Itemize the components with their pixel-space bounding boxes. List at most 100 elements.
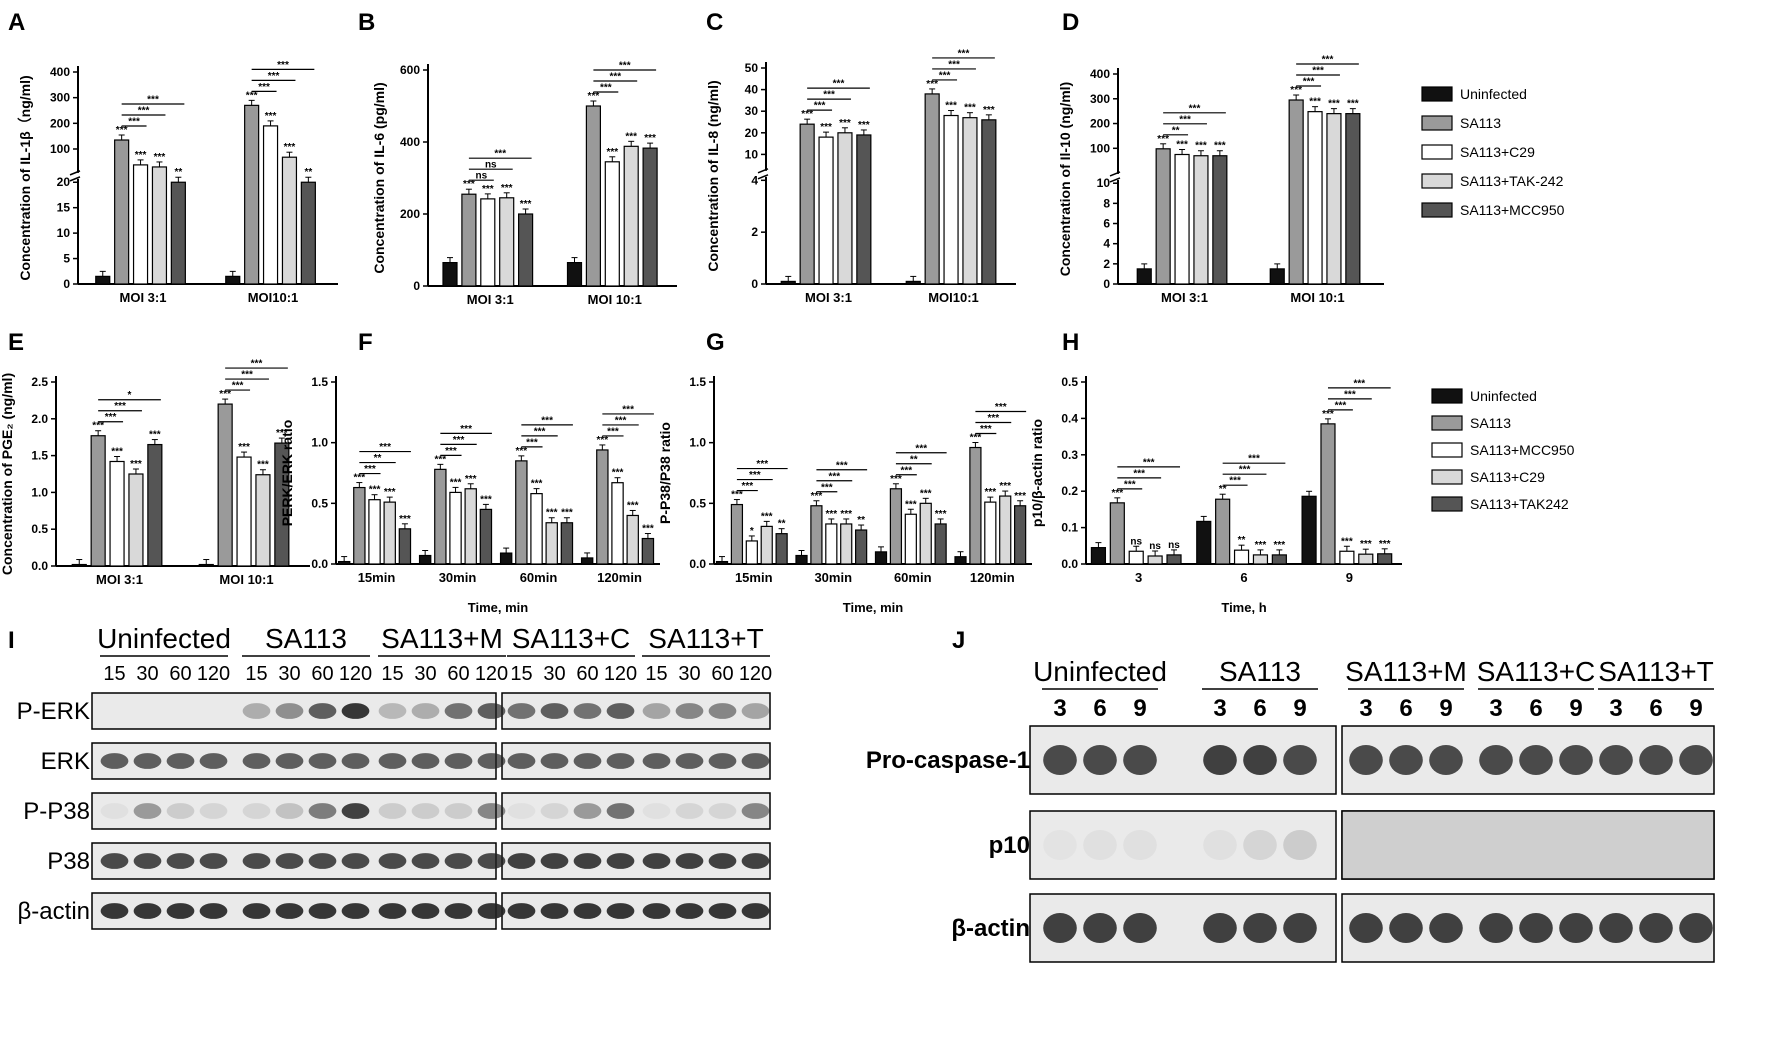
protein-band xyxy=(242,853,271,869)
bar xyxy=(109,460,125,567)
bar xyxy=(825,523,838,565)
bar xyxy=(480,198,496,287)
bracket-label: *** xyxy=(251,359,263,370)
protein-band xyxy=(675,703,704,719)
bar xyxy=(560,522,574,565)
y-tick-label: 5 xyxy=(63,252,70,266)
lane-label: 60 xyxy=(311,663,333,685)
lane-label: 30 xyxy=(278,663,300,685)
bar xyxy=(132,164,149,285)
significance-label: *** xyxy=(354,473,366,484)
y-tick-label: 400 xyxy=(50,65,70,79)
bar xyxy=(642,147,658,287)
significance-label: *** xyxy=(970,433,982,444)
protein-band xyxy=(100,903,129,919)
panel-letter: C xyxy=(706,9,723,36)
panel-letter: J xyxy=(952,627,965,654)
protein-band xyxy=(642,803,671,819)
significance-label: *** xyxy=(246,90,258,101)
protein-band xyxy=(378,903,407,919)
bar xyxy=(1345,113,1361,285)
lane-label: 6 xyxy=(1529,695,1542,722)
protein-band xyxy=(1519,745,1553,775)
y-tick-label: 100 xyxy=(1090,141,1110,155)
protein-band xyxy=(444,903,473,919)
protein-band xyxy=(741,853,770,869)
protein-band xyxy=(1679,745,1713,775)
lane-label: 6 xyxy=(1399,695,1412,722)
lane-label: 30 xyxy=(414,663,436,685)
bar xyxy=(818,136,834,285)
y-tick-label: 1.5 xyxy=(311,375,328,389)
bar xyxy=(1193,155,1209,285)
significance-label: *** xyxy=(811,491,823,502)
significance-label: ns xyxy=(1149,541,1161,552)
y-tick-label: 2.0 xyxy=(31,412,48,426)
y-tick-label: 2 xyxy=(1103,257,1110,271)
bar xyxy=(984,501,997,565)
bar xyxy=(217,403,233,567)
y-tick-label: 40 xyxy=(745,83,759,97)
significance-label: *** xyxy=(1255,540,1267,551)
bracket-label: *** xyxy=(1335,400,1347,411)
y-tick-label: 400 xyxy=(1090,67,1110,81)
protein-band xyxy=(378,703,407,719)
x-tick-label: 30min xyxy=(439,570,477,585)
x-tick-label: 15min xyxy=(358,570,396,585)
protein-band xyxy=(507,753,536,769)
y-tick-label: 1.0 xyxy=(689,436,706,450)
protein-band xyxy=(1123,913,1157,943)
y-tick-label: 0.0 xyxy=(31,559,48,573)
bar xyxy=(962,117,978,285)
protein-band xyxy=(606,903,635,919)
bar xyxy=(128,473,144,567)
axis-break-gap xyxy=(758,170,774,177)
protein-band xyxy=(1679,913,1713,943)
x-tick-label: 6 xyxy=(1240,570,1247,585)
bracket-label: *** xyxy=(1322,55,1334,66)
bracket-label: *** xyxy=(453,435,465,446)
significance-label: *** xyxy=(1290,85,1302,96)
y-tick-label: 0.0 xyxy=(689,557,706,571)
y-tick-label: 0.5 xyxy=(311,496,328,510)
legend-swatch xyxy=(1431,496,1463,512)
protein-band xyxy=(1083,830,1117,860)
panel-letter: B xyxy=(358,9,375,36)
legend-swatch xyxy=(1421,86,1453,102)
significance-label: *** xyxy=(480,494,492,505)
protein-band xyxy=(606,703,635,719)
blot-group-label: SA113+T xyxy=(1598,656,1713,687)
y-tick-label: 20 xyxy=(57,175,71,189)
significance-label: *** xyxy=(135,150,147,161)
protein-band xyxy=(1243,913,1277,943)
bar xyxy=(943,114,959,285)
significance-label: *** xyxy=(384,487,396,498)
bar xyxy=(236,456,252,567)
lane-label: 30 xyxy=(136,663,158,685)
protein-band xyxy=(341,853,370,869)
bracket-label: *** xyxy=(828,471,840,482)
significance-label: *** xyxy=(644,133,656,144)
bracket-label: ** xyxy=(374,453,382,464)
y-tick-label: 400 xyxy=(400,135,420,149)
significance-label: *** xyxy=(238,442,250,453)
bar xyxy=(981,119,997,285)
bar xyxy=(1155,148,1171,285)
bar xyxy=(745,540,758,565)
bar xyxy=(368,499,381,565)
bracket-label: * xyxy=(128,390,132,401)
blot-group-label: SA113+C xyxy=(512,623,631,654)
protein-band xyxy=(242,703,271,719)
bar xyxy=(1014,505,1027,565)
y-tick-label: 15 xyxy=(57,201,71,215)
y-tick-label: 200 xyxy=(50,116,70,130)
bracket-label: *** xyxy=(268,71,280,82)
bar xyxy=(198,563,214,567)
y-tick-label: 50 xyxy=(745,61,759,75)
bar xyxy=(255,474,271,567)
protein-band xyxy=(1283,913,1317,943)
y-axis-label: Concentration of Il-10 (ng/ml) xyxy=(1057,82,1073,276)
protein-band xyxy=(1479,913,1513,943)
protein-band xyxy=(642,903,671,919)
protein-band xyxy=(199,753,228,769)
